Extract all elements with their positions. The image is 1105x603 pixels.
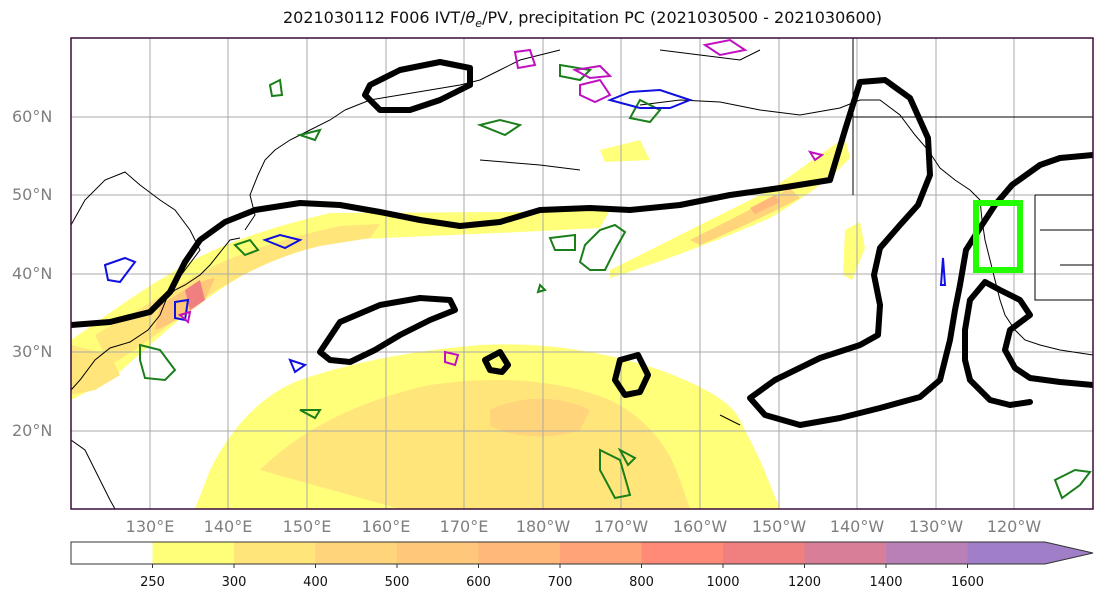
lon-label: 130°W (908, 517, 964, 536)
colorbar-segment (560, 542, 642, 564)
colorbar-segment (397, 542, 479, 564)
map-title: 2021030112 F006 IVT/θe/PV, precipitation… (0, 8, 1105, 30)
colorbar-tick-label: 1400 (869, 575, 903, 590)
colorbar-segments (71, 542, 1093, 564)
lon-label: 170°W (593, 517, 649, 536)
pv-contours-magenta (177, 38, 825, 367)
map-content (71, 38, 1093, 509)
colorbar-tick-label: 400 (303, 575, 328, 590)
colorbar-tick-label: 300 (221, 575, 247, 590)
ivt-contours (71, 59, 1093, 428)
lat-label: 40°N (12, 264, 53, 283)
colorbar-tick-label: 1000 (706, 575, 740, 590)
lat-label: 50°N (12, 185, 53, 204)
colorbar-segment (478, 542, 561, 564)
lon-label: 140°W (829, 517, 885, 536)
colorbar-segment (886, 542, 968, 564)
map-frame (70, 37, 1094, 510)
colorbar-segment (152, 542, 235, 564)
lon-label: 130°E (125, 517, 175, 536)
title-prefix: 2021030112 F006 IVT/ (282, 8, 466, 27)
lon-label: 140°E (203, 517, 253, 536)
colorbar-tick-marks (152, 564, 968, 568)
colorbar-segment (234, 542, 316, 564)
colorbar-tick-label: 800 (629, 575, 654, 590)
lon-label: 150°W (751, 517, 807, 536)
colorbar-tick-label: 1600 (950, 575, 985, 590)
title-theta: θ (465, 8, 476, 27)
lon-label: 160°E (361, 517, 411, 536)
colorbar-tick-label: 250 (140, 575, 165, 590)
pv-contours-blue (103, 88, 947, 374)
colorbar-segment (641, 542, 724, 564)
lon-label: 160°W (672, 517, 728, 536)
lon-label: 150°E (282, 517, 332, 536)
lat-label: 30°N (12, 342, 53, 361)
colorbar-tick-label: 1200 (787, 575, 822, 590)
ivt-shading (71, 138, 865, 509)
colorbar-segment (804, 542, 887, 564)
colorbar-segment (315, 542, 398, 564)
lon-label: 120°W (986, 517, 1042, 536)
lon-label: 180°W (515, 517, 571, 536)
colorbar-segment (967, 542, 1093, 564)
lat-label: 20°N (12, 421, 53, 440)
colorbar-segment (71, 542, 153, 564)
colorbar-segment (723, 542, 805, 564)
lat-label: 60°N (12, 107, 53, 126)
target-region-box (973, 200, 1023, 273)
colorbar-outline (70, 541, 1094, 565)
colorbar-tick-label: 700 (547, 575, 573, 590)
title-suffix: /PV, precipitation PC (2021030500 - 2021… (482, 8, 883, 27)
colorbar-tick-label: 500 (384, 575, 410, 590)
title-theta-subscript: e (475, 17, 483, 31)
theta-e-contours (139, 63, 1092, 500)
colorbar-tick-label: 600 (466, 575, 491, 590)
lon-label: 170°E (439, 517, 489, 536)
